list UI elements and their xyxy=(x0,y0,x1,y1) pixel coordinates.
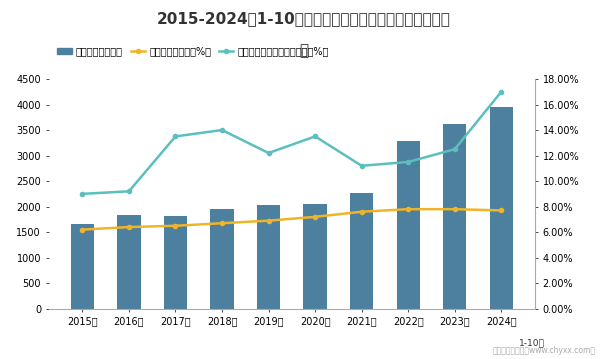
Bar xyxy=(443,124,466,309)
Bar xyxy=(396,141,420,309)
Text: 图: 图 xyxy=(299,43,309,58)
Bar xyxy=(489,107,513,309)
Text: 1-10月: 1-10月 xyxy=(519,339,545,348)
Bar xyxy=(117,215,140,309)
Bar xyxy=(303,204,326,309)
Text: 制图：智研咋询（www.chyxx.com）: 制图：智研咋询（www.chyxx.com） xyxy=(493,346,596,355)
Bar xyxy=(71,224,94,309)
Text: 2015-2024年1-10月内蒙古自治区工业企业应收账款统计: 2015-2024年1-10月内蒙古自治区工业企业应收账款统计 xyxy=(157,11,451,26)
Bar xyxy=(350,193,373,309)
Bar xyxy=(210,209,233,309)
Bar xyxy=(164,216,187,309)
Bar xyxy=(257,205,280,309)
Legend: 应收账款（亿元）, 应收账款百分比（%）, 应收账款占营业收入的比重（%）: 应收账款（亿元）, 应收账款百分比（%）, 应收账款占营业收入的比重（%） xyxy=(54,42,333,60)
